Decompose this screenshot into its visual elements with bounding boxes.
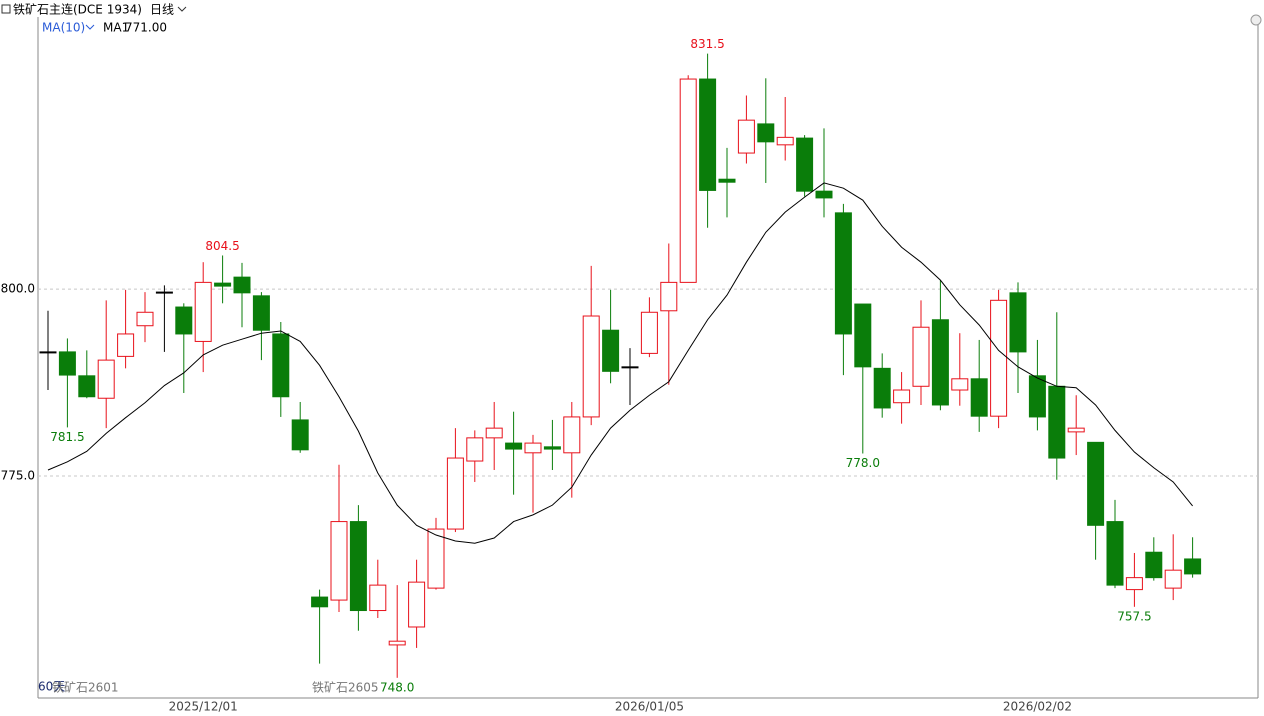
candle-body xyxy=(1087,441,1105,526)
period-selector[interactable]: 日线 xyxy=(150,3,174,17)
candle-body xyxy=(660,281,678,312)
indicator-selector[interactable]: MA(10) xyxy=(42,21,85,35)
candle-body xyxy=(233,276,251,294)
candle-body xyxy=(1125,577,1143,591)
contract-label: 铁矿石2605 xyxy=(312,681,379,695)
candle-body xyxy=(58,351,76,376)
candle-body xyxy=(311,596,329,608)
candle-body xyxy=(388,640,406,646)
candle-body xyxy=(699,78,717,191)
extreme-label: 778.0 xyxy=(846,456,880,470)
candle-body xyxy=(1067,427,1085,433)
candle-body xyxy=(97,359,115,399)
candle-body xyxy=(485,427,503,439)
candle-body xyxy=(136,311,154,327)
candle-body xyxy=(757,123,775,143)
candle-body xyxy=(214,282,232,287)
candle-body xyxy=(640,311,658,354)
candle-body xyxy=(543,446,561,450)
candle-body xyxy=(621,366,639,369)
extreme-label: 781.5 xyxy=(50,430,84,444)
candle-body xyxy=(252,295,270,331)
candle-body xyxy=(349,521,367,612)
ma-line xyxy=(47,182,1193,544)
candle-body xyxy=(272,333,290,398)
candle-body xyxy=(679,78,697,283)
candle-body xyxy=(369,584,387,612)
candle-body xyxy=(408,581,426,628)
y-tick-label: 775.0 xyxy=(1,468,35,482)
chart-title: 铁矿石主连(DCE 1934) xyxy=(13,2,142,17)
corner-button[interactable] xyxy=(1250,14,1262,26)
candle-body xyxy=(912,326,930,387)
candle-body xyxy=(931,319,949,406)
x-tick-label: 2025/12/01 xyxy=(169,700,238,714)
candle-body xyxy=(330,521,348,601)
candle-body xyxy=(563,416,581,454)
candle-body xyxy=(718,178,736,183)
candle-body xyxy=(990,299,1008,417)
period-chevron[interactable] xyxy=(177,6,187,12)
extreme-label: 831.5 xyxy=(690,37,724,51)
extreme-label: 804.5 xyxy=(205,239,239,253)
x-tick-label: 2026/02/02 xyxy=(1003,700,1072,714)
candle-body xyxy=(175,306,193,335)
candle-body xyxy=(1028,375,1046,418)
candle-body xyxy=(834,212,852,335)
x-tick-label: 2026/01/05 xyxy=(615,700,684,714)
candle-body xyxy=(737,119,755,154)
candle-body xyxy=(815,190,833,199)
candle-body xyxy=(1048,385,1066,459)
candle-body xyxy=(1184,558,1202,575)
contract-label: 铁矿石2601 xyxy=(52,681,119,695)
candle-body xyxy=(427,528,445,589)
extreme-label: 757.5 xyxy=(1117,609,1151,623)
candle-body xyxy=(466,437,484,462)
candle-body xyxy=(446,457,464,530)
candle-body xyxy=(1106,521,1124,586)
y-tick-label: 800.0 xyxy=(1,282,35,296)
candle-body xyxy=(893,389,911,404)
candle-body xyxy=(117,333,135,357)
extreme-label: 748.0 xyxy=(380,680,414,694)
candle-body xyxy=(951,378,969,391)
candle-body xyxy=(1164,569,1182,589)
ma-legend-name: MA1 xyxy=(103,21,129,35)
candle-body xyxy=(291,419,309,451)
candle-body xyxy=(1145,551,1163,579)
candle-body xyxy=(602,329,620,372)
candle-body xyxy=(796,137,814,192)
candle-body xyxy=(524,442,542,454)
candle-body xyxy=(1009,292,1027,353)
candle-body xyxy=(78,375,96,398)
days-label: 60天 xyxy=(38,680,65,694)
indicator-chevron[interactable] xyxy=(85,24,95,30)
candle-body xyxy=(505,442,523,450)
candle-body xyxy=(854,303,872,368)
window-icon[interactable] xyxy=(1,4,11,14)
candle-body xyxy=(39,351,57,354)
ma-legend-value: 771.00 xyxy=(125,21,167,35)
candle-body xyxy=(970,378,988,417)
candle-body xyxy=(194,281,212,342)
candle-body xyxy=(582,315,600,418)
candle-body xyxy=(776,136,794,146)
candle-body xyxy=(873,367,891,409)
candle-body xyxy=(155,291,173,294)
